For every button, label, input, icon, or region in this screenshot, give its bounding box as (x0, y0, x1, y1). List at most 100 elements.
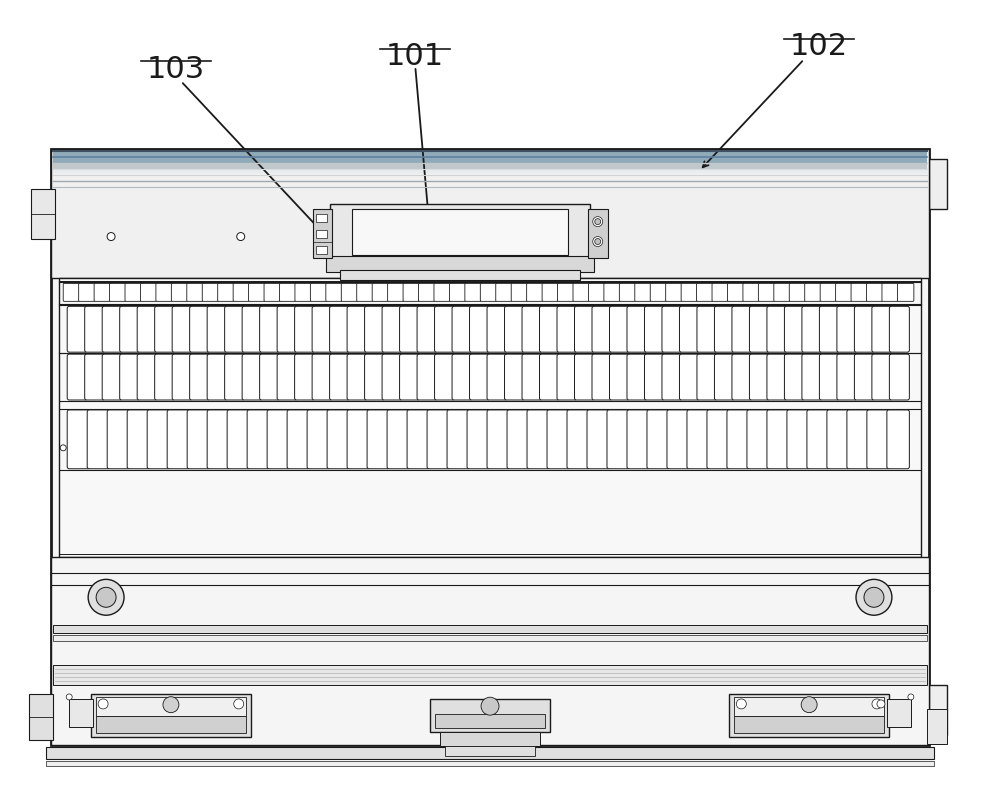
FancyBboxPatch shape (679, 354, 699, 400)
FancyBboxPatch shape (347, 410, 370, 468)
FancyBboxPatch shape (667, 410, 689, 468)
FancyBboxPatch shape (295, 283, 311, 302)
FancyBboxPatch shape (522, 354, 542, 400)
FancyBboxPatch shape (207, 354, 227, 400)
FancyBboxPatch shape (435, 354, 455, 400)
FancyBboxPatch shape (470, 306, 490, 353)
FancyBboxPatch shape (107, 410, 130, 468)
FancyBboxPatch shape (609, 306, 629, 353)
FancyBboxPatch shape (218, 283, 234, 302)
Text: 103: 103 (147, 55, 205, 83)
FancyBboxPatch shape (787, 410, 809, 468)
FancyBboxPatch shape (872, 354, 892, 400)
FancyBboxPatch shape (435, 306, 455, 353)
FancyBboxPatch shape (527, 410, 550, 468)
Bar (588, 209, 608, 259)
FancyBboxPatch shape (575, 306, 594, 353)
Bar (53, 169, 927, 173)
Bar (53, 151, 927, 163)
FancyBboxPatch shape (592, 354, 612, 400)
Bar (51, 557, 929, 745)
Bar (316, 229, 327, 237)
FancyBboxPatch shape (102, 306, 122, 353)
FancyBboxPatch shape (449, 283, 466, 302)
FancyBboxPatch shape (102, 354, 122, 400)
FancyBboxPatch shape (94, 283, 111, 302)
FancyBboxPatch shape (697, 283, 713, 302)
Circle shape (856, 580, 892, 615)
FancyBboxPatch shape (662, 354, 682, 400)
Bar (316, 245, 327, 253)
FancyBboxPatch shape (802, 354, 822, 400)
FancyBboxPatch shape (120, 306, 140, 353)
FancyBboxPatch shape (225, 306, 245, 353)
FancyBboxPatch shape (854, 354, 874, 400)
FancyBboxPatch shape (687, 410, 709, 468)
Bar (29, 694, 53, 740)
FancyBboxPatch shape (819, 306, 839, 353)
FancyBboxPatch shape (382, 354, 402, 400)
Circle shape (593, 217, 603, 226)
FancyBboxPatch shape (110, 283, 126, 302)
FancyBboxPatch shape (607, 410, 629, 468)
Bar (929, 159, 947, 209)
FancyBboxPatch shape (727, 410, 749, 468)
Text: 102: 102 (790, 32, 848, 60)
FancyBboxPatch shape (889, 306, 909, 353)
Circle shape (107, 233, 115, 241)
Bar (430, 699, 550, 732)
FancyBboxPatch shape (242, 306, 262, 353)
FancyBboxPatch shape (767, 410, 789, 468)
Bar (51, 148, 929, 745)
FancyBboxPatch shape (827, 410, 849, 468)
FancyBboxPatch shape (137, 354, 157, 400)
Bar (46, 747, 934, 759)
Bar (435, 714, 545, 727)
Bar (440, 732, 540, 746)
FancyBboxPatch shape (767, 354, 787, 400)
FancyBboxPatch shape (247, 410, 270, 468)
FancyBboxPatch shape (807, 410, 829, 468)
FancyBboxPatch shape (260, 354, 280, 400)
Bar (51, 148, 929, 279)
FancyBboxPatch shape (407, 410, 430, 468)
FancyBboxPatch shape (505, 306, 525, 353)
FancyBboxPatch shape (557, 354, 577, 400)
Circle shape (163, 696, 179, 713)
FancyBboxPatch shape (85, 306, 105, 353)
FancyBboxPatch shape (627, 410, 649, 468)
Circle shape (593, 237, 603, 246)
FancyBboxPatch shape (326, 283, 342, 302)
FancyBboxPatch shape (295, 306, 315, 353)
FancyBboxPatch shape (496, 283, 512, 302)
Bar (53, 625, 927, 633)
FancyBboxPatch shape (575, 354, 594, 400)
FancyBboxPatch shape (749, 354, 769, 400)
FancyBboxPatch shape (767, 306, 787, 353)
FancyBboxPatch shape (225, 354, 245, 400)
FancyBboxPatch shape (749, 306, 769, 353)
Circle shape (877, 700, 885, 708)
FancyBboxPatch shape (557, 306, 577, 353)
FancyBboxPatch shape (627, 354, 647, 400)
FancyBboxPatch shape (619, 283, 636, 302)
FancyBboxPatch shape (242, 354, 262, 400)
FancyBboxPatch shape (341, 283, 358, 302)
FancyBboxPatch shape (609, 354, 629, 400)
FancyBboxPatch shape (140, 283, 157, 302)
FancyBboxPatch shape (427, 410, 450, 468)
FancyBboxPatch shape (367, 410, 390, 468)
FancyBboxPatch shape (573, 283, 589, 302)
FancyBboxPatch shape (707, 410, 729, 468)
FancyBboxPatch shape (347, 354, 367, 400)
FancyBboxPatch shape (330, 354, 350, 400)
Circle shape (595, 218, 601, 225)
FancyBboxPatch shape (662, 306, 682, 353)
FancyBboxPatch shape (644, 354, 664, 400)
FancyBboxPatch shape (172, 354, 192, 400)
Bar (340, 271, 580, 280)
Bar (313, 209, 332, 259)
FancyBboxPatch shape (85, 354, 105, 400)
FancyBboxPatch shape (547, 410, 569, 468)
FancyBboxPatch shape (527, 283, 543, 302)
